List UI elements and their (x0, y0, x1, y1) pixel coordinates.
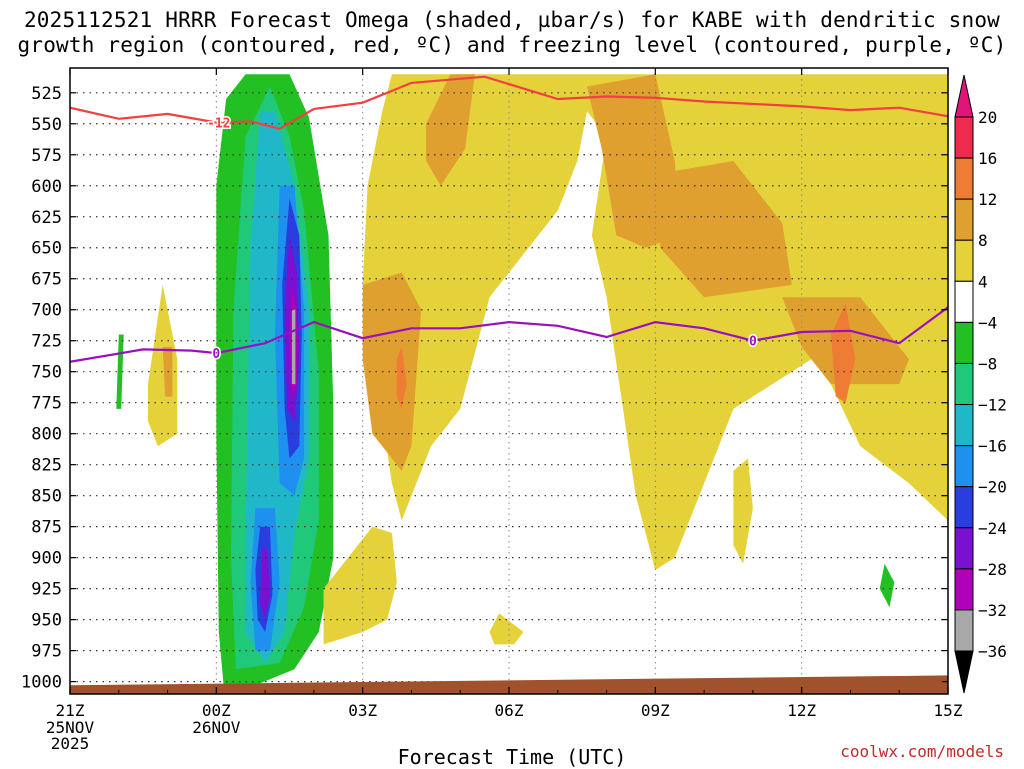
axes: 525 550 575 600 625 650 675 700 725 750 775 800 825 8… (21, 67, 963, 753)
colorbar-swatch (954, 116, 974, 159)
omega-region (830, 303, 856, 403)
colorbar-label: 16 (978, 149, 997, 168)
y-tick-label: 925 (31, 580, 62, 600)
y-tick-label: 800 (31, 425, 62, 445)
colorbar-label: −36 (978, 642, 1007, 661)
plot-area: -12 0 0 (70, 68, 948, 694)
colorbar-label: 20 (978, 108, 997, 127)
dendritic-contour-label: -12 (207, 116, 230, 131)
colorbar-label: 12 (978, 190, 997, 209)
colorbar-label: −24 (978, 519, 1007, 538)
y-tick-label: 600 (31, 177, 62, 197)
y-tick-label: 775 (31, 394, 62, 414)
freezing-level-contour-label: 0 (749, 335, 757, 350)
terrain-fill (70, 675, 948, 694)
colorbar-label: −12 (978, 396, 1007, 415)
omega-region (733, 458, 753, 564)
omega-region (879, 563, 895, 608)
x-tick-label: 00Z (202, 701, 231, 720)
y-tick-label: 900 (31, 549, 62, 569)
x-tick-date: 26NOV (192, 718, 241, 737)
y-tick-label: 975 (31, 642, 62, 662)
freezing-level-contour-label: 0 (212, 347, 220, 362)
omega-region (396, 346, 407, 409)
colorbar-swatch (954, 362, 974, 406)
y-tick-label: 825 (31, 456, 62, 476)
dendritic-contour (70, 75, 948, 130)
x-tick-year: 2025 (51, 734, 90, 753)
colorbar-swatch (954, 609, 974, 652)
colorbar-label: −20 (978, 478, 1007, 497)
y-tick-label: 725 (31, 332, 62, 352)
colorbar-swatch (954, 568, 974, 611)
x-tick-label: 09Z (641, 701, 670, 720)
y-tick-label: 950 (31, 611, 62, 631)
y-tick-label: 625 (31, 208, 62, 228)
y-tick-label: 1000 (21, 673, 62, 693)
colorbar-swatch (954, 445, 974, 488)
x-axis-title: Forecast Time (UTC) (397, 745, 627, 769)
colorbar-swatch (954, 321, 974, 364)
omega-region (587, 74, 680, 248)
y-tick-label: 675 (31, 270, 62, 290)
colorbar-swatch (954, 486, 974, 529)
colorbar-label: −4 (978, 313, 997, 332)
title-line-2: growth region (contoured, red, ºC) and f… (17, 33, 1007, 57)
plot-inner: -12 0 0 (70, 68, 948, 694)
colorbar-swatch (954, 527, 974, 570)
x-tick-label: 12Z (787, 701, 816, 720)
omega-region (660, 161, 792, 298)
title-line-1: 2025112521 HRRR Forecast Omega (shaded, … (23, 8, 1001, 32)
omega-region (148, 284, 178, 447)
y-tick-label: 850 (31, 487, 62, 507)
x-tick-label: 03Z (348, 701, 377, 720)
omega-region (489, 613, 524, 645)
colorbar-swatch (954, 157, 974, 200)
y-tick-label: 875 (31, 518, 62, 538)
colorbar-label: 8 (978, 231, 988, 250)
colorbar-label: −8 (978, 354, 997, 373)
credit-text: coolwx.com/models (840, 742, 1004, 761)
x-tick-label: 06Z (495, 701, 524, 720)
y-tick-label: 525 (31, 84, 62, 104)
colorbar-label: 4 (978, 272, 988, 291)
x-tick-date: 25NOV (46, 718, 95, 737)
colorbar-label: −28 (978, 560, 1007, 579)
omega-region (260, 545, 270, 620)
colorbar-swatch (954, 280, 974, 323)
omega-region (291, 309, 296, 385)
x-tick-label: 21Z (56, 701, 85, 720)
colorbar-swatch (954, 198, 974, 241)
y-tick-label: 650 (31, 239, 62, 259)
y-tick-label: 700 (31, 301, 62, 321)
colorbar-swatch (954, 239, 974, 282)
omega-region (426, 74, 475, 186)
colorbar: 20 16 12 8 4 −4 −8 −12 −16 −20 −24 −28 −32 −36 (954, 74, 1007, 694)
colorbar-top-arrow (954, 74, 974, 118)
y-tick-label: 575 (31, 146, 62, 166)
y-tick-label: 550 (31, 115, 62, 135)
omega-region (362, 272, 422, 471)
omega-region (323, 526, 397, 645)
colorbar-label: −32 (978, 601, 1007, 620)
x-tick-label: 15Z (934, 701, 963, 720)
colorbar-label: −16 (978, 437, 1007, 456)
y-tick-label: 750 (31, 363, 62, 383)
colorbar-swatch (954, 404, 974, 447)
freezing-level-contour (70, 306, 948, 363)
colorbar-bottom-arrow (954, 650, 974, 694)
